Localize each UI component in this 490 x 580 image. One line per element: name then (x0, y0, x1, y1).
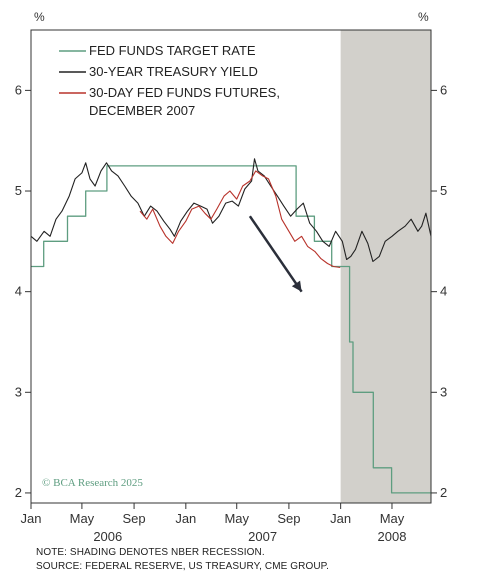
x-tick-label: May (224, 511, 249, 526)
legend-label: DECEMBER 2007 (89, 103, 195, 118)
legend-label: 30-DAY FED FUNDS FUTURES, (89, 85, 280, 100)
legend: FED FUNDS TARGET RATE 30-YEAR TREASURY YI… (59, 43, 280, 118)
y-tick-label-right: 5 (440, 183, 447, 198)
watermark: © BCA Research 2025 (42, 477, 143, 489)
series-lines (30, 158, 432, 494)
recession-shading (340, 30, 431, 503)
y-unit-right: % (418, 10, 429, 24)
legend-label: FED FUNDS TARGET RATE (89, 43, 256, 58)
x-year-label: 2007 (248, 529, 277, 544)
x-tick-label: Sep (277, 511, 300, 526)
y-tick-label-right: 2 (440, 485, 447, 500)
arrow-shaft (248, 215, 303, 293)
y-tick-label-left: 5 (15, 183, 22, 198)
footnote-source: SOURCE: FEDERAL RESERVE, US TREASURY, CM… (36, 561, 330, 572)
legend-label: 30-YEAR TREASURY YIELD (89, 64, 258, 79)
series-line-2 (30, 158, 432, 263)
x-tick-label: Jan (21, 511, 42, 526)
y-axis: 2 2 3 3 4 4 5 5 6 6 (15, 82, 447, 500)
y-tick-label-left: 4 (15, 284, 22, 299)
x-tick-label: Jan (175, 511, 196, 526)
x-tick-label: May (380, 511, 405, 526)
x-year-label: 2006 (93, 529, 122, 544)
series-line-3 (139, 170, 341, 269)
x-tick-label: May (70, 511, 95, 526)
x-tick-label: Jan (330, 511, 351, 526)
x-tick-label: Sep (123, 511, 146, 526)
annotation-arrow (248, 215, 303, 293)
y-tick-label-right: 6 (440, 82, 447, 97)
arrow-head (291, 280, 302, 292)
x-axis: Jan May Sep Jan May Sep Jan May 2006 2007 2008 (21, 503, 407, 544)
y-tick-label-left: 2 (15, 485, 22, 500)
y-tick-label-left: 3 (15, 384, 22, 399)
y-unit-left: % (34, 10, 45, 24)
footnote-note: NOTE: SHADING DENOTES NBER RECESSION. (36, 547, 265, 558)
y-tick-label-left: 6 (15, 82, 22, 97)
y-tick-label-right: 3 (440, 384, 447, 399)
x-year-label: 2008 (378, 529, 407, 544)
y-tick-label-right: 4 (440, 284, 447, 299)
plot-frame (30, 29, 432, 504)
